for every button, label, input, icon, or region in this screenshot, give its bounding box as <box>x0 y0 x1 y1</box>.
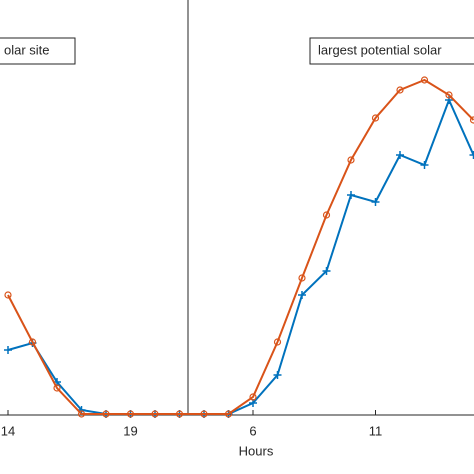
marker <box>298 274 306 282</box>
annotation-box <box>309 37 474 65</box>
marker <box>347 191 355 199</box>
marker <box>175 410 184 418</box>
annotation: olar site <box>4 42 50 57</box>
marker <box>347 156 355 164</box>
marker <box>371 198 380 206</box>
marker <box>445 96 453 104</box>
marker <box>445 91 453 99</box>
marker <box>28 338 37 346</box>
marker <box>273 338 282 346</box>
marker <box>200 410 208 418</box>
marker <box>249 393 257 401</box>
x-axis-label: Hours <box>239 443 274 458</box>
marker <box>4 291 12 299</box>
x-tick-label: 6 <box>249 423 256 438</box>
marker <box>298 291 306 299</box>
marker <box>322 211 331 219</box>
marker <box>151 410 159 418</box>
marker <box>53 384 61 392</box>
marker <box>420 161 429 169</box>
marker <box>77 410 86 418</box>
series-line <box>7 78 474 415</box>
marker <box>102 410 110 418</box>
annotation: largest potential solar <box>318 42 442 57</box>
marker <box>396 86 404 94</box>
marker <box>126 410 135 418</box>
x-tick-label: 11 <box>369 423 383 438</box>
marker <box>396 151 404 159</box>
x-tick-label: 14 <box>1 423 15 438</box>
marker <box>420 76 429 84</box>
marker <box>322 267 331 275</box>
marker <box>4 346 12 354</box>
marker <box>371 114 380 122</box>
marker <box>273 371 282 379</box>
series-line <box>7 97 474 415</box>
x-tick-label: 19 <box>123 423 137 438</box>
annotation-box <box>0 37 76 65</box>
marker <box>224 410 233 418</box>
